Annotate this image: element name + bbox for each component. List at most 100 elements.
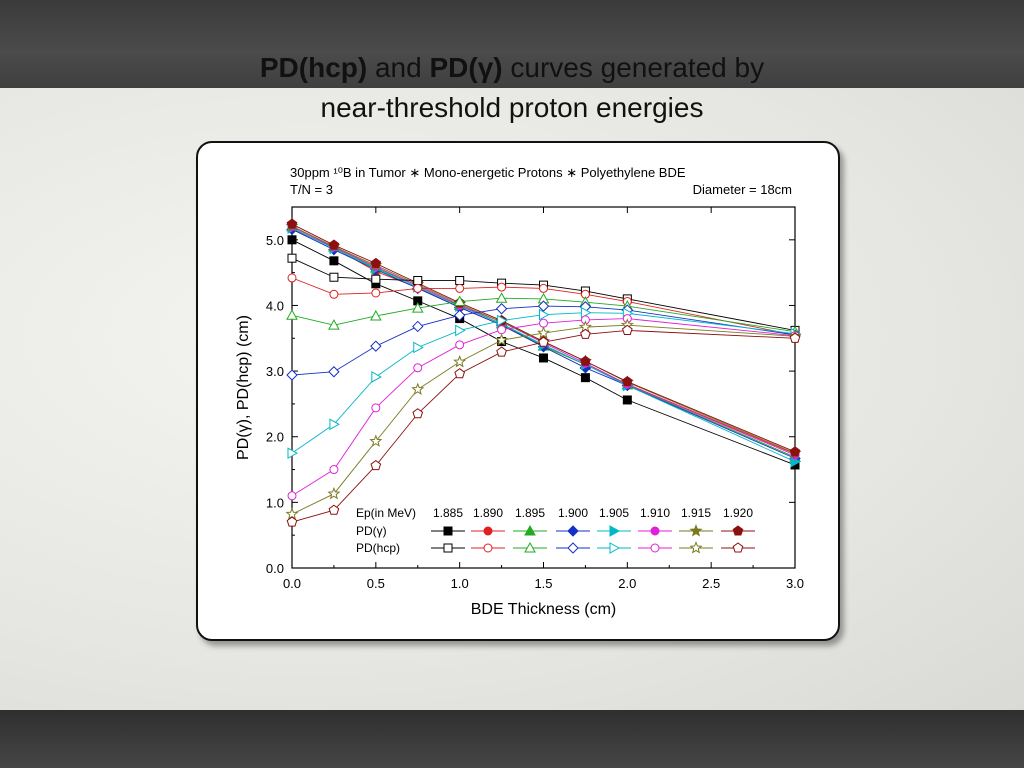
data-point-gamma-1.885 xyxy=(287,235,297,245)
x-tick-label: 0.0 xyxy=(283,576,301,591)
data-point-gamma-1.920 xyxy=(789,446,801,457)
data-point-gamma-1.885 xyxy=(622,395,632,405)
y-tick-label: 5.0 xyxy=(266,233,284,248)
data-point-hcp-1.895 xyxy=(328,319,340,330)
series-line-hcp-1.905 xyxy=(291,312,796,454)
legend-marker-hcp-1.895 xyxy=(524,541,536,553)
legend-marker-hcp-1.890 xyxy=(483,543,493,553)
data-point-hcp-1.885 xyxy=(455,276,465,286)
series-line-hcp-1.910 xyxy=(291,318,796,497)
legend-marker-hcp-1.920 xyxy=(732,542,744,553)
data-point-hcp-1.890 xyxy=(455,283,465,293)
y-tick-label: 2.0 xyxy=(266,430,284,445)
data-point-hcp-1.905 xyxy=(497,314,508,327)
slide-header-band xyxy=(0,0,1024,88)
data-point-hcp-1.885 xyxy=(287,253,297,263)
legend-energy-label: 1.900 xyxy=(558,506,588,520)
x-axis-label: BDE Thickness (cm) xyxy=(471,601,617,618)
slide-title-line1: PD(hcp) and PD(γ) curves generated by xyxy=(0,48,1024,88)
data-point-hcp-1.905 xyxy=(329,418,340,431)
legend-header: Ep(in MeV) xyxy=(356,506,416,520)
legend-marker-gamma-1.890 xyxy=(483,526,493,536)
data-point-gamma-1.920 xyxy=(328,239,340,250)
data-point-gamma-1.885 xyxy=(580,373,590,383)
legend-marker-hcp-1.905 xyxy=(609,542,621,554)
data-point-hcp-1.890 xyxy=(413,283,423,293)
data-point-hcp-1.905 xyxy=(287,447,299,459)
data-point-hcp-1.895 xyxy=(411,302,424,313)
data-point-hcp-1.890 xyxy=(497,282,507,292)
legend-row-hcp: PD(hcp) xyxy=(356,541,400,555)
legend-marker-gamma-1.920 xyxy=(732,525,744,536)
title-rest: curves generated by xyxy=(502,52,765,83)
x-tick-label: 2.5 xyxy=(702,576,720,591)
legend-energy-label: 1.885 xyxy=(433,506,463,520)
legend-energy-label: 1.920 xyxy=(723,506,753,520)
legend-marker-hcp-1.885 xyxy=(443,543,453,553)
data-point-hcp-1.915 xyxy=(495,333,509,346)
title-and: and xyxy=(367,52,430,83)
data-point-gamma-1.885 xyxy=(539,353,548,363)
data-point-hcp-1.910 xyxy=(287,491,297,501)
annotation-line2-right: Diameter = 18cm xyxy=(693,182,792,197)
data-point-hcp-1.920 xyxy=(496,346,507,357)
legend-marker-hcp-1.900 xyxy=(567,542,579,554)
data-point-gamma-1.920 xyxy=(370,257,382,268)
data-point-hcp-1.920 xyxy=(621,324,633,335)
series-line-hcp-1.890 xyxy=(291,277,796,336)
data-point-hcp-1.915 xyxy=(536,326,551,339)
data-point-hcp-1.885 xyxy=(329,272,339,282)
data-point-hcp-1.895 xyxy=(286,309,298,320)
data-point-hcp-1.905 xyxy=(371,371,382,383)
legend-marker-gamma-1.885 xyxy=(443,526,453,536)
series-line-gamma-1.885 xyxy=(291,239,796,466)
data-point-hcp-1.885 xyxy=(371,274,381,284)
data-point-hcp-1.915 xyxy=(369,434,383,447)
title-pdgamma: PD(γ) xyxy=(429,52,503,83)
data-point-hcp-1.900 xyxy=(453,309,466,322)
data-point-hcp-1.905 xyxy=(413,341,424,354)
data-point-hcp-1.910 xyxy=(413,363,423,373)
data-point-gamma-1.920 xyxy=(621,375,633,387)
data-point-hcp-1.920 xyxy=(454,368,466,379)
data-point-hcp-1.900 xyxy=(412,320,424,333)
legend-marker-hcp-1.915 xyxy=(689,541,703,554)
legend-energy-label: 1.890 xyxy=(473,506,503,520)
data-point-hcp-1.895 xyxy=(369,309,382,321)
y-tick-label: 1.0 xyxy=(266,495,284,510)
series-line-gamma-1.910 xyxy=(291,226,796,456)
data-point-hcp-1.900 xyxy=(370,340,382,352)
chart: 30ppm ¹⁰B in Tumor ∗ Mono-energetic Prot… xyxy=(235,165,804,618)
chart-card: 30ppm ¹⁰B in Tumor ∗ Mono-energetic Prot… xyxy=(196,141,840,641)
y-tick-label: 0.0 xyxy=(266,561,284,576)
data-point-hcp-1.900 xyxy=(328,366,340,378)
x-tick-label: 1.5 xyxy=(534,576,552,591)
data-point-hcp-1.900 xyxy=(286,369,298,381)
data-point-hcp-1.920 xyxy=(580,328,591,339)
data-point-hcp-1.905 xyxy=(580,306,592,319)
data-point-hcp-1.915 xyxy=(453,355,467,368)
data-point-hcp-1.890 xyxy=(329,289,339,299)
data-point-hcp-1.895 xyxy=(453,295,466,307)
legend-energy-label: 1.895 xyxy=(515,506,545,520)
data-point-hcp-1.920 xyxy=(538,336,549,347)
data-point-hcp-1.900 xyxy=(495,303,508,315)
data-point-hcp-1.915 xyxy=(411,382,425,396)
y-axis-label: PD(γ), PD(hcp) (cm) xyxy=(235,315,252,460)
legend-energy-label: 1.910 xyxy=(640,506,670,520)
legend-row-gamma: PD(γ) xyxy=(356,524,387,538)
series-line-hcp-1.915 xyxy=(291,324,796,515)
legend-marker-gamma-1.915 xyxy=(689,524,703,537)
y-tick-label: 4.0 xyxy=(266,298,284,313)
data-point-hcp-1.890 xyxy=(371,288,381,298)
series-line-hcp-1.885 xyxy=(291,257,796,331)
data-point-hcp-1.910 xyxy=(329,465,339,475)
data-point-hcp-1.900 xyxy=(537,300,550,312)
data-point-hcp-1.885 xyxy=(413,276,423,286)
y-tick-label: 3.0 xyxy=(266,364,284,379)
series-line-gamma-1.900 xyxy=(291,228,796,459)
x-tick-label: 3.0 xyxy=(786,576,804,591)
series-line-hcp-1.900 xyxy=(291,305,796,376)
data-point-hcp-1.920 xyxy=(370,459,382,471)
data-point-hcp-1.920 xyxy=(328,504,340,515)
